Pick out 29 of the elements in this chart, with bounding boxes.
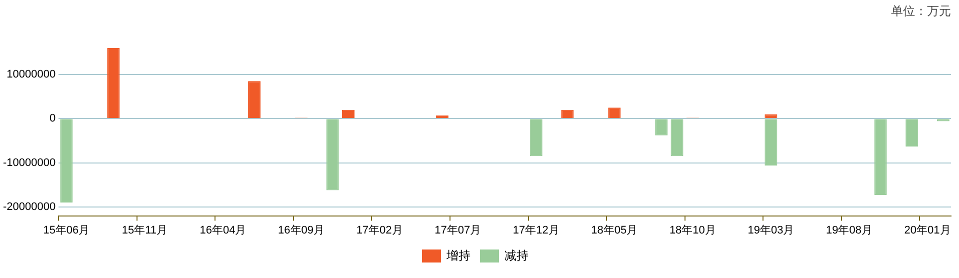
x-tick-label: 16年04月 [200,224,246,236]
x-tick-label: 18年05月 [591,224,638,236]
x-tick-label: 15年11月 [122,224,168,236]
text: 单位：万元 [891,4,951,18]
x-tick-label: 19年08月 [826,224,872,236]
x-tick-label: 18年10月 [669,224,716,236]
y-tick-label: -10000000 [2,156,56,169]
bar [248,81,261,118]
bar [107,48,120,118]
bar [530,119,542,156]
legend-label: 增持 [446,248,470,262]
x-tick-label: 17年12月 [512,224,560,236]
bar [670,119,684,156]
bar [764,119,778,166]
x-tick-label: 20年01月 [904,224,951,236]
bar [874,119,887,196]
y-tick-label: 10000000 [6,68,56,81]
bar [906,119,918,146]
y-tick-label: 0 [49,112,56,125]
x-tick-label: 17年02月 [356,224,403,236]
x-tick-label: 19年03月 [748,224,794,236]
legend-label: 减持 [504,248,528,262]
bar [764,114,778,118]
y-tick-label: -20000000 [2,201,56,213]
x-tick-label: 16年09月 [278,224,325,236]
bar [60,119,73,203]
x-tick-label: 17年07月 [434,224,482,236]
x-tick-label: 15年06月 [43,224,90,236]
bar [326,119,339,190]
